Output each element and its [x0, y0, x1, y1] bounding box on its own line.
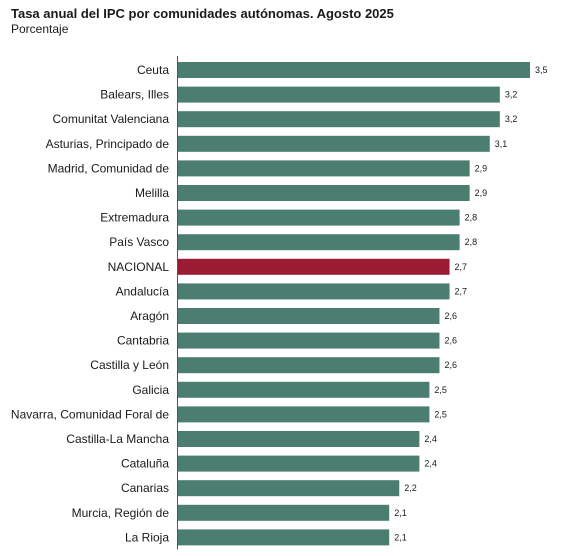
bar	[178, 357, 440, 374]
category-label: Melilla	[135, 186, 169, 200]
value-label: 2,7	[455, 262, 468, 272]
value-label: 2,5	[434, 385, 447, 395]
category-label: Andalucía	[116, 284, 170, 298]
value-label: 2,6	[444, 311, 457, 321]
bar	[178, 431, 420, 447]
value-label: 2,9	[475, 188, 488, 198]
category-label: Ceuta	[137, 63, 169, 77]
bar	[178, 332, 440, 349]
bar	[178, 406, 430, 423]
bar	[178, 258, 450, 275]
category-label: Castilla-La Mancha	[66, 432, 169, 446]
value-label: 2,2	[404, 483, 417, 493]
category-label: Castilla y León	[90, 358, 169, 372]
value-label: 2,6	[444, 360, 457, 370]
chart-title: Tasa anual del IPC por comunidades autón…	[11, 6, 394, 21]
category-label: Murcia, Región de	[72, 506, 170, 520]
category-label: Canarias	[121, 481, 169, 495]
category-label: País Vasco	[109, 235, 169, 249]
bar	[178, 135, 490, 152]
bar	[178, 283, 450, 300]
category-label: Madrid, Comunidad de	[48, 161, 170, 175]
bar	[178, 185, 470, 201]
value-label: 2,8	[465, 213, 478, 223]
category-label: Cataluña	[121, 457, 169, 471]
bar	[178, 209, 460, 226]
bar	[178, 308, 440, 324]
bar	[178, 111, 500, 128]
bar	[178, 529, 390, 546]
bar	[178, 381, 430, 398]
value-label: 3,2	[505, 114, 518, 124]
value-label: 2,4	[424, 459, 437, 469]
bar	[178, 160, 470, 177]
bar	[178, 455, 420, 472]
value-label: 3,2	[505, 90, 518, 100]
category-label: Asturias, Principado de	[46, 137, 170, 151]
category-label: Aragón	[130, 309, 169, 323]
category-label: La Rioja	[125, 530, 169, 544]
value-label: 2,5	[434, 409, 447, 419]
value-label: 2,8	[465, 237, 478, 247]
value-label: 2,6	[444, 336, 457, 346]
value-label: 2,4	[424, 434, 437, 444]
chart-subtitle: Porcentaje	[11, 22, 69, 36]
category-label: Cantabria	[117, 334, 169, 348]
category-label: Galicia	[132, 383, 169, 397]
value-label: 3,1	[495, 139, 508, 149]
bar	[178, 234, 460, 251]
bar	[178, 504, 390, 521]
value-label: 3,5	[535, 65, 548, 75]
value-label: 2,7	[455, 286, 468, 296]
value-label: 2,1	[394, 508, 407, 518]
bar	[178, 480, 400, 497]
value-label: 2,9	[475, 163, 488, 173]
value-label: 2,1	[394, 532, 407, 542]
category-label: Extremadura	[100, 211, 169, 225]
bar	[178, 62, 530, 78]
bar	[178, 86, 500, 103]
category-label: Balears, Illes	[100, 88, 169, 102]
category-label: Navarra, Comunidad Foral de	[11, 407, 169, 421]
category-label: Comunitat Valenciana	[52, 112, 169, 126]
category-label: NACIONAL	[108, 260, 170, 274]
